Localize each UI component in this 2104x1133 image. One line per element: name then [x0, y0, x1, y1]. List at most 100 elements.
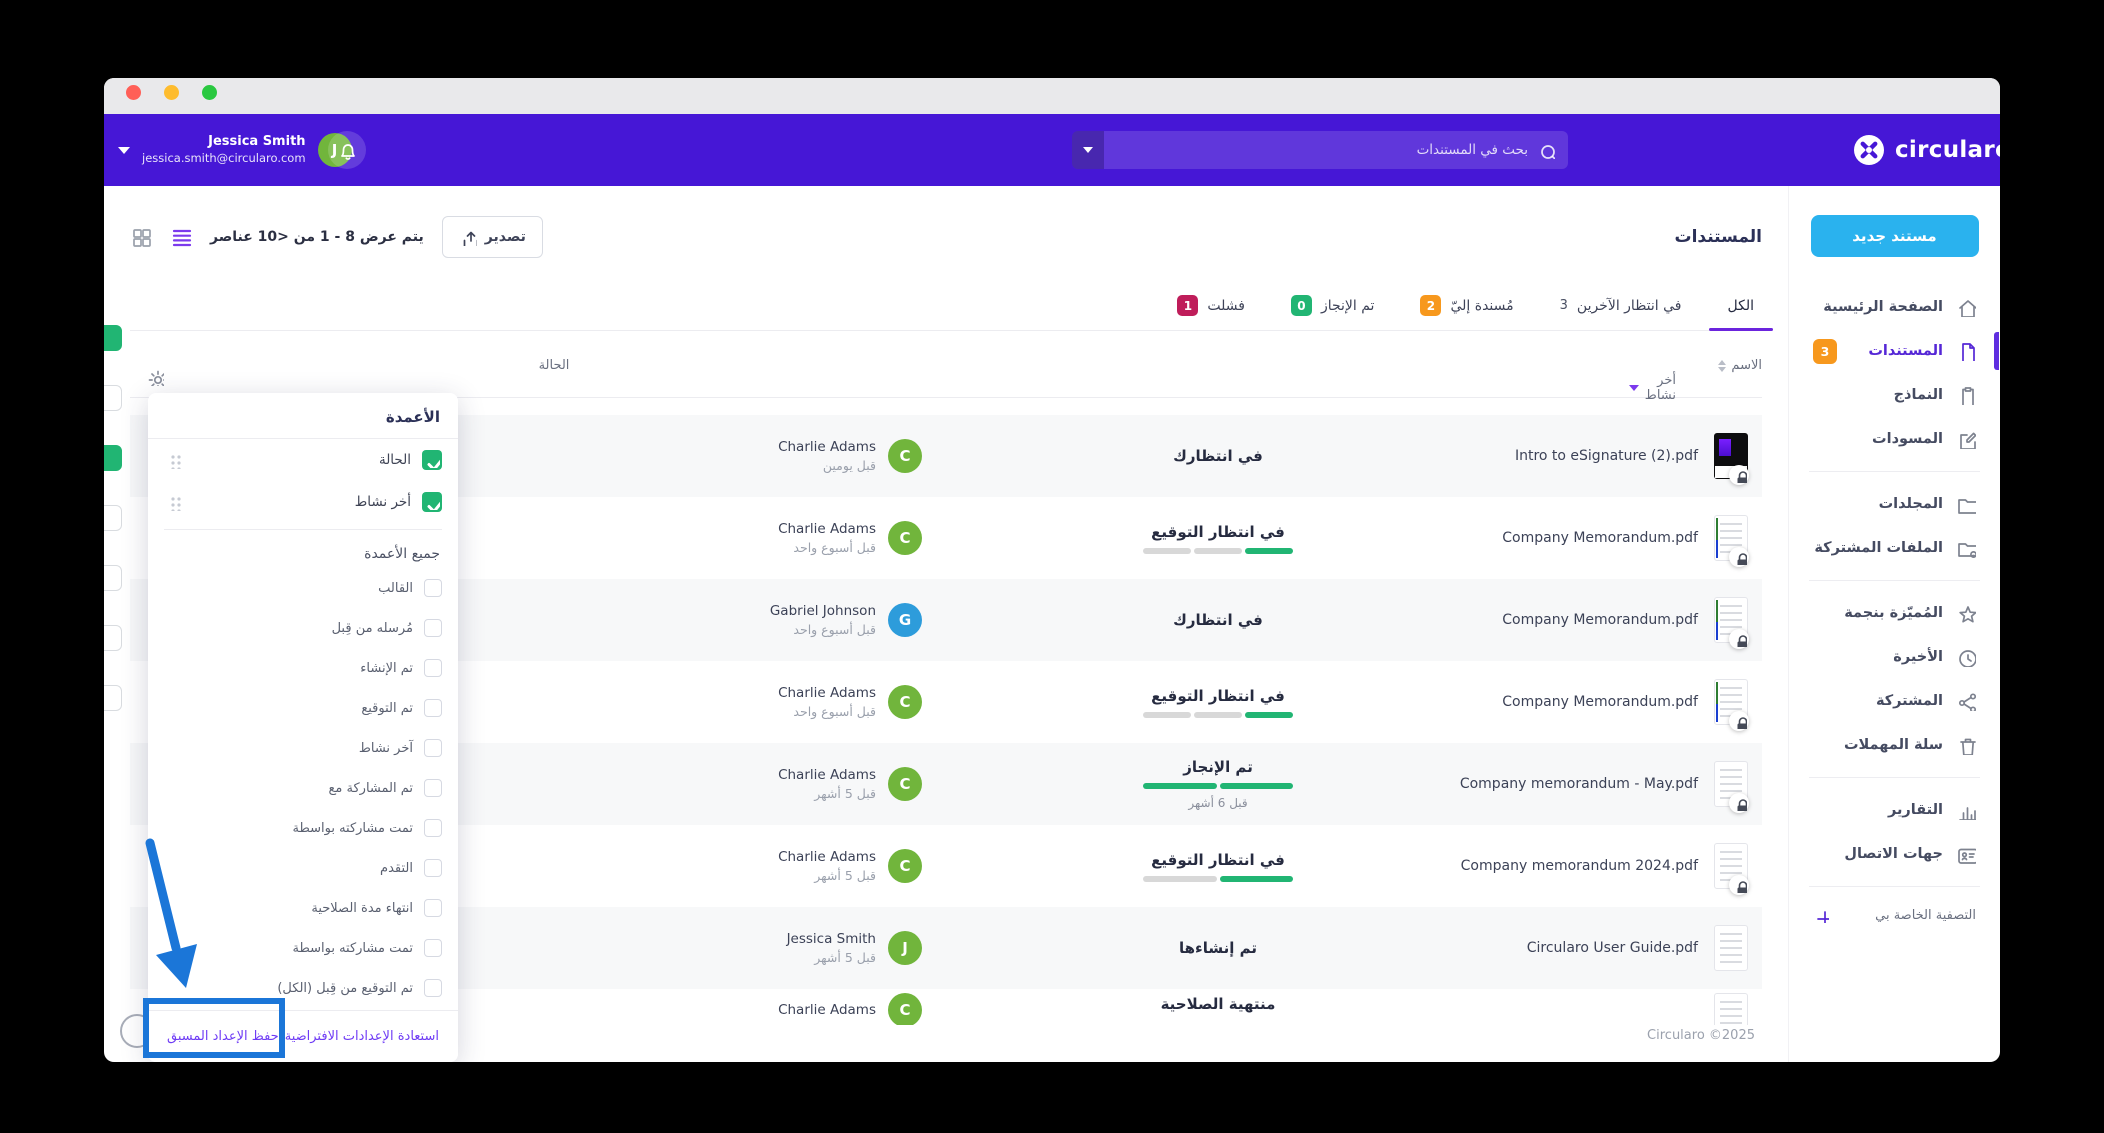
status-label: في انتظارك: [1173, 611, 1263, 629]
lock-icon: [1729, 875, 1749, 895]
restore-defaults-link[interactable]: استعادة الإعدادات الافتراضية: [284, 1029, 439, 1044]
document-name[interactable]: Intro to eSignature (2).pdf: [1514, 448, 1698, 464]
checkbox-unchecked[interactable]: [424, 739, 442, 757]
zoom-window-button[interactable]: [202, 85, 217, 100]
column-option[interactable]: القالب: [148, 568, 458, 608]
plus-icon[interactable]: [1813, 907, 1829, 923]
list-view-icon: [172, 229, 192, 247]
close-window-button[interactable]: [126, 85, 141, 100]
pinned-column-last-activity[interactable]: أخر نشاط: [148, 481, 458, 523]
sidebar-item-shared-files[interactable]: الملفات المشتركة: [1789, 526, 2000, 570]
sidebar-item-drafts[interactable]: المسودات: [1789, 417, 2000, 461]
sidebar-divider: [1809, 580, 1980, 581]
document-icon: [1962, 343, 1975, 361]
document-name[interactable]: Company Memorandum.pdf: [1502, 694, 1698, 710]
sidebar-item-contacts[interactable]: جهات الاتصال: [1789, 832, 2000, 876]
column-header-label: الاسم: [1731, 358, 1762, 373]
checkbox-unchecked[interactable]: [424, 859, 442, 877]
sidebar-item-label: المسودات: [1872, 431, 1943, 447]
status-label: منتهية الصلاحية: [1160, 995, 1276, 1013]
tab-assigned-to-me[interactable]: مُسندة إليّ 2: [1420, 295, 1514, 330]
user-avatar[interactable]: J: [317, 133, 352, 167]
signing-progress-bar: [1143, 547, 1293, 554]
checkbox-checked[interactable]: [422, 492, 442, 512]
new-document-button[interactable]: مستند جديد: [1810, 215, 1979, 257]
grid-view-button[interactable]: [130, 226, 152, 248]
grid-view-icon: [133, 229, 151, 247]
column-option-label: تم التوقيع: [361, 700, 413, 716]
table-settings-button[interactable]: [146, 368, 168, 390]
actor-name: Charlie Adams: [778, 1001, 876, 1018]
sidebar-item-reports[interactable]: التقارير: [1789, 788, 2000, 832]
checkbox-unchecked[interactable]: [424, 619, 442, 637]
column-option[interactable]: التقدم: [148, 848, 458, 888]
checkbox-unchecked[interactable]: [424, 939, 442, 957]
column-option[interactable]: تمت مشاركته بواسطة: [148, 808, 458, 848]
column-option[interactable]: انتهاء مدة الصلاحية: [148, 888, 458, 928]
column-option-label: تم المشاركة مع: [328, 780, 414, 796]
tab-all[interactable]: الكل: [1708, 295, 1773, 331]
tab-failed[interactable]: فشلت 1: [1177, 295, 1245, 330]
actor-avatar: C: [888, 767, 922, 801]
table-row[interactable]: Company Memorandum.pdf في انتظار التوقيع…: [130, 661, 1762, 743]
checkbox-unchecked[interactable]: [424, 899, 442, 917]
checkbox-unchecked[interactable]: [424, 979, 442, 997]
sidebar-item-folders[interactable]: المجلدات: [1789, 482, 2000, 526]
document-thumbnail: [1714, 679, 1749, 731]
column-header-status[interactable]: الحالة: [130, 358, 978, 373]
save-preset-link[interactable]: حفظ الإعداد المسبق: [167, 1029, 279, 1044]
tab-waiting-for-others[interactable]: في انتظار الآخرين 3: [1560, 295, 1682, 330]
document-name[interactable]: Company memorandum - May.pdf: [1459, 776, 1698, 792]
table-header: الاسم الحالة أخر نشاط: [130, 358, 1762, 403]
column-option[interactable]: تم المشاركة مع: [148, 768, 458, 808]
column-header-label: أخر نشاط: [1644, 373, 1676, 403]
checkbox-unchecked[interactable]: [424, 699, 442, 717]
search-scope-select[interactable]: [1072, 131, 1104, 169]
sidebar-item-starred[interactable]: المُميّزة بنجمة: [1789, 591, 2000, 635]
table-row[interactable]: منتهية الصلاحية C Charlie Adams: [130, 989, 1762, 1025]
document-name[interactable]: Circularo User Guide.pdf: [1526, 940, 1698, 956]
pinned-column-status[interactable]: الحالة: [148, 439, 458, 481]
column-option[interactable]: تم التوقيع: [148, 688, 458, 728]
table-row[interactable]: Company memorandum 2024.pdf في انتظار ال…: [130, 825, 1762, 907]
column-header-name[interactable]: الاسم: [1458, 358, 1762, 373]
checkbox-checked[interactable]: [422, 450, 442, 470]
column-option[interactable]: تم التوقيع من قِبل (الكل): [148, 968, 458, 1008]
drag-handle-icon[interactable]: [164, 451, 182, 469]
actor-name: Charlie Adams: [778, 520, 876, 537]
table-row[interactable]: Company Memorandum.pdf في انتظار التوقيع…: [130, 497, 1762, 579]
sidebar-item-shared[interactable]: المشتركة: [1789, 679, 2000, 723]
signing-progress-bar: [1143, 711, 1293, 718]
checkbox-unchecked[interactable]: [424, 819, 442, 837]
checkbox-unchecked[interactable]: [424, 779, 442, 797]
checkbox-unchecked[interactable]: [424, 659, 442, 677]
column-header-label: الحالة: [538, 358, 570, 373]
checkbox-unchecked[interactable]: [424, 579, 442, 597]
document-thumbnail: [1714, 761, 1749, 813]
sidebar-item-home[interactable]: الصفحة الرئيسية: [1789, 285, 2000, 329]
notifications-button[interactable]: [328, 131, 366, 169]
sidebar-item-templates[interactable]: النماذج: [1789, 373, 2000, 417]
tab-completed[interactable]: تم الإنجاز 0: [1290, 295, 1374, 330]
column-option[interactable]: آخر نشاط: [148, 728, 458, 768]
user-menu[interactable]: Jessica Smith jessica.smith@circularo.co…: [118, 114, 352, 186]
sidebar-item-trash[interactable]: سلة المهملات: [1789, 723, 2000, 767]
column-option[interactable]: تمت مشاركته بواسطة: [148, 928, 458, 968]
sidebar-item-my-filter[interactable]: التصفية الخاصة بي: [1789, 897, 2000, 933]
list-controls: يتم عرض 8 - 1 من <10 عناصر تصدير: [130, 216, 543, 258]
list-view-button[interactable]: [170, 226, 192, 248]
sidebar-item-recent[interactable]: الأخيرة: [1789, 635, 2000, 679]
activity-time: قبل أسبوع واحد: [793, 621, 876, 637]
document-name[interactable]: Company Memorandum.pdf: [1502, 530, 1698, 546]
column-header-last-activity[interactable]: أخر نشاط: [1628, 373, 1762, 403]
document-name[interactable]: Company memorandum 2024.pdf: [1460, 858, 1698, 874]
minimize-window-button[interactable]: [164, 85, 179, 100]
column-option[interactable]: تم الإنشاء: [148, 648, 458, 688]
export-button[interactable]: تصدير: [441, 216, 543, 258]
document-name[interactable]: Company Memorandum.pdf: [1502, 612, 1698, 628]
search-bar[interactable]: بحث في المستندات: [1072, 131, 1568, 169]
lock-icon: [1729, 711, 1749, 731]
drag-handle-icon[interactable]: [164, 493, 182, 511]
sidebar-item-documents[interactable]: المستندات 3: [1789, 329, 2000, 373]
column-option[interactable]: مُرسله من قِبل: [148, 608, 458, 648]
